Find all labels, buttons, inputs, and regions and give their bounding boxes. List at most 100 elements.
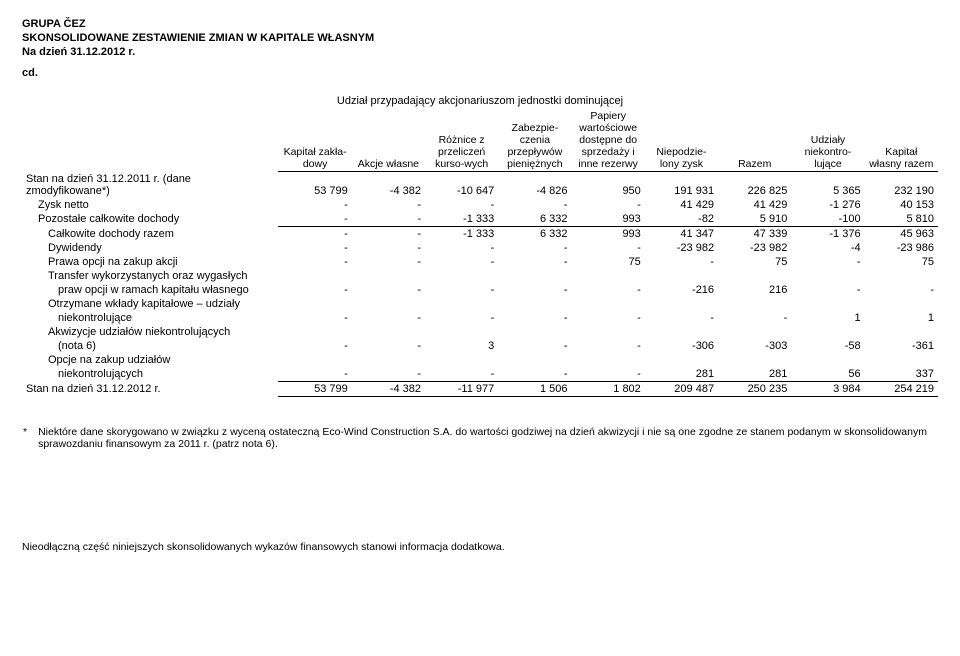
cell: 75	[572, 255, 645, 269]
col-total: Razem	[718, 109, 791, 172]
col-retained: Niepodzie-lony zysk	[645, 109, 718, 172]
cell: -	[791, 283, 864, 297]
cell: -	[352, 283, 425, 297]
cell: -	[498, 198, 571, 212]
cell: -23 982	[645, 241, 718, 255]
cell: 1 506	[498, 381, 571, 396]
cell: -	[572, 198, 645, 212]
table-row: Otrzymane wkłady kapitałowe – udziały	[22, 297, 938, 311]
cell: -	[352, 311, 425, 325]
row-label: Akwizycje udziałów niekontrolujących	[22, 325, 278, 339]
col-treasury-shares: Akcje własne	[352, 109, 425, 172]
cell: 191 931	[645, 172, 718, 198]
cell: -	[498, 255, 571, 269]
cell: 40 153	[865, 198, 938, 212]
cell: 1	[865, 311, 938, 325]
document-header: GRUPA ČEZ SKONSOLIDOWANE ZESTAWIENIE ZMI…	[22, 18, 938, 81]
cell: -4 826	[498, 172, 571, 198]
row-label: niekontrolujące	[22, 311, 278, 325]
cell: -	[352, 226, 425, 241]
cell: -303	[718, 339, 791, 353]
cell: -23 986	[865, 241, 938, 255]
cell: 250 235	[718, 381, 791, 396]
cell: -	[352, 198, 425, 212]
cell: 45 963	[865, 226, 938, 241]
header-line-3: Na dzień 31.12.2012 r.	[22, 46, 938, 60]
cell: -4 382	[352, 381, 425, 396]
cell: -	[352, 212, 425, 227]
cell: -4	[791, 241, 864, 255]
cell: 41 429	[645, 198, 718, 212]
footnote-mark: *	[22, 425, 37, 451]
cell: -1 333	[425, 212, 498, 227]
table-row: Akwizycje udziałów niekontrolujących	[22, 325, 938, 339]
cell: -	[352, 339, 425, 353]
cell: -	[352, 241, 425, 255]
row-label: praw opcji w ramach kapitału własnego	[22, 283, 278, 297]
cell: -	[425, 311, 498, 325]
table-row: praw opcji w ramach kapitału własnego - …	[22, 283, 938, 297]
footnote: * Niektóre dane skorygowano w związku z …	[22, 425, 938, 451]
row-label: Otrzymane wkłady kapitałowe – udziały	[22, 297, 278, 311]
cell: -1 333	[425, 226, 498, 241]
table-row: niekontrolujących - - - - - 281 281 56 3…	[22, 367, 938, 382]
cell: -	[278, 311, 351, 325]
row-label: niekontrolujących	[22, 367, 278, 382]
col-afs-reserves: Papiery wartościowe dostępne do sprzedaż…	[572, 109, 645, 172]
cell: -	[425, 198, 498, 212]
cell: -	[498, 241, 571, 255]
table-row: Zysk netto - - - - - 41 429 41 429 -1 27…	[22, 198, 938, 212]
row-label: Transfer wykorzystanych oraz wygasłych	[22, 269, 278, 283]
col-fx-diff: Różnice z przeliczeń kurso-wych	[425, 109, 498, 172]
table-row: Transfer wykorzystanych oraz wygasłych	[22, 269, 938, 283]
cell: -	[865, 283, 938, 297]
cell: 53 799	[278, 172, 351, 198]
table-row: Stan na dzień 31.12.2012 r. 53 799 -4 38…	[22, 381, 938, 396]
cell: 337	[865, 367, 938, 382]
cell: 226 825	[718, 172, 791, 198]
cell: -100	[791, 212, 864, 227]
cell: -	[498, 339, 571, 353]
cell: -1 276	[791, 198, 864, 212]
header-line-1: GRUPA ČEZ	[22, 18, 938, 32]
row-label: Stan na dzień 31.12.2011 r. (dane zmodyf…	[22, 172, 278, 198]
cell: 1 802	[572, 381, 645, 396]
cell: 232 190	[865, 172, 938, 198]
col-label	[22, 109, 278, 172]
col-total-equity: Kapitał własny razem	[865, 109, 938, 172]
cell: -	[278, 241, 351, 255]
cell: -4 382	[352, 172, 425, 198]
cell: 1	[791, 311, 864, 325]
cell: -	[572, 241, 645, 255]
table-row: Całkowite dochody razem - - -1 333 6 332…	[22, 226, 938, 241]
cell: -216	[645, 283, 718, 297]
cell: 5 910	[718, 212, 791, 227]
cell: -306	[645, 339, 718, 353]
row-label: Dywidendy	[22, 241, 278, 255]
header-line-2: SKONSOLIDOWANE ZESTAWIENIE ZMIAN W KAPIT…	[22, 32, 938, 46]
cell: -	[572, 367, 645, 382]
cell: 3 984	[791, 381, 864, 396]
row-label: Stan na dzień 31.12.2012 r.	[22, 381, 278, 396]
cell: 6 332	[498, 212, 571, 227]
cell: 281	[645, 367, 718, 382]
equity-changes-table: Kapitał zakła-dowy Akcje własne Różnice …	[22, 109, 938, 397]
row-label: Zysk netto	[22, 198, 278, 212]
row-label: Opcje na zakup udziałów	[22, 353, 278, 367]
cell: 281	[718, 367, 791, 382]
cell: -58	[791, 339, 864, 353]
col-nci: Udziały niekontro-lujące	[791, 109, 864, 172]
table-row: niekontrolujące - - - - - - - 1 1	[22, 311, 938, 325]
cell: 5 365	[791, 172, 864, 198]
cell: -	[425, 283, 498, 297]
cell: -	[425, 367, 498, 382]
cell: -	[278, 283, 351, 297]
header-line-4: cd.	[22, 67, 938, 81]
table-caption: Udział przypadający akcjonariuszom jedno…	[22, 95, 938, 107]
cell: -1 376	[791, 226, 864, 241]
cell: -	[278, 367, 351, 382]
cell: -	[278, 226, 351, 241]
cell: 950	[572, 172, 645, 198]
cell: -	[352, 367, 425, 382]
cell: 254 219	[865, 381, 938, 396]
